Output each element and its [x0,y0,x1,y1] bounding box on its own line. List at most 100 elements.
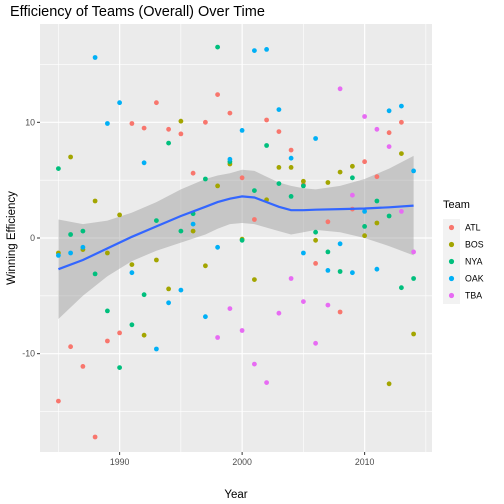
data-point-atl [374,174,380,180]
data-point-oak [227,156,233,162]
confidence-band [58,155,414,319]
data-point-tba [264,380,269,385]
data-point-bos [374,220,380,226]
data-point-oak [325,268,331,273]
data-point-bos [190,228,196,234]
data-point-bos [276,165,282,170]
data-point-oak [80,244,86,250]
data-point-atl [337,309,343,315]
data-point-tba [411,249,416,255]
data-point-atl [190,170,196,176]
data-point-atl [92,434,98,440]
data-point-nya [203,176,208,182]
data-point-atl [288,147,294,153]
data-point-atl [276,129,282,135]
data-point-atl [227,110,233,116]
data-point-nya [92,271,98,277]
data-point-nya [399,285,404,291]
data-point-tba [301,299,306,304]
data-point-tba [276,310,282,316]
data-point-nya [68,232,73,237]
data-point-atl [154,100,159,106]
data-point-tba [239,328,245,333]
data-point-tba [313,340,318,346]
data-point-nya [288,194,294,199]
data-point-atl [239,175,245,181]
data-point-atl [117,330,122,336]
data-point-atl [386,130,392,136]
data-point-tba [252,361,257,367]
data-point-tba [215,335,221,340]
data-point-atl [56,398,61,404]
data-point-nya [350,175,355,181]
data-point-tba [374,126,380,132]
data-point-atl [215,92,221,97]
data-point-bos [301,178,306,184]
data-point-bos [129,262,135,267]
data-point-oak [374,266,380,272]
data-point-atl [399,119,404,125]
data-point-atl [325,219,331,225]
data-point-oak [166,300,172,306]
data-point-oak [239,127,245,133]
data-point-oak [301,250,306,256]
data-point-bos [252,277,257,282]
data-point-tba [362,114,367,119]
data-point-oak [252,48,257,53]
legend-key-nya [448,258,455,265]
data-point-oak [350,270,355,276]
data-point-bos [117,212,122,218]
data-point-atl [80,364,86,369]
data-point-bos [386,381,392,387]
data-point-oak [337,241,343,247]
data-point-oak [362,209,367,214]
data-point-nya [374,198,380,204]
data-point-bos [166,286,172,292]
data-point-nya [325,249,331,255]
smooth-trend-line [58,195,414,271]
data-point-oak [105,121,110,126]
legend-label-oak: OAK [465,274,484,284]
data-point-bos [350,163,355,169]
data-point-atl [129,121,135,126]
data-point-oak [92,55,98,60]
data-point-bos [313,237,318,243]
data-point-tba [350,192,355,198]
data-point-atl [166,126,172,132]
data-point-bos [215,183,221,189]
data-point-oak [141,160,147,166]
data-point-nya [141,292,147,298]
legend-label-bos: BOS [465,240,484,250]
data-point-bos [399,151,404,157]
x-axis-label: Year [224,489,247,501]
data-point-nya [117,365,122,370]
data-point-tba [288,276,294,281]
data-point-atl [252,217,257,222]
data-point-bos [362,233,367,239]
data-point-atl [264,117,269,123]
y-tick-label: 0 [30,233,35,243]
data-point-oak [313,136,318,141]
data-point-bos [203,263,208,269]
data-point-bos [288,165,294,170]
data-point-nya [154,218,159,224]
chart-title: Efficiency of Teams (Overall) Over Time [10,4,265,20]
data-point-tba [337,86,343,92]
data-point-oak [154,346,159,352]
data-point-tba [227,306,233,311]
data-point-nya [178,228,184,234]
data-point-oak [190,221,196,227]
data-point-nya [239,237,245,243]
data-point-bos [105,250,110,256]
data-point-tba [325,302,331,308]
data-point-nya [313,229,318,235]
data-point-nya [411,276,416,281]
data-point-nya [386,213,392,219]
data-point-atl [105,338,110,344]
legend-key-tba [448,292,455,299]
data-point-atl [68,344,73,350]
x-tick-label: 1990 [110,457,130,467]
data-point-bos [411,331,416,337]
data-point-nya [56,166,61,172]
legend-label-tba: TBA [465,291,482,301]
